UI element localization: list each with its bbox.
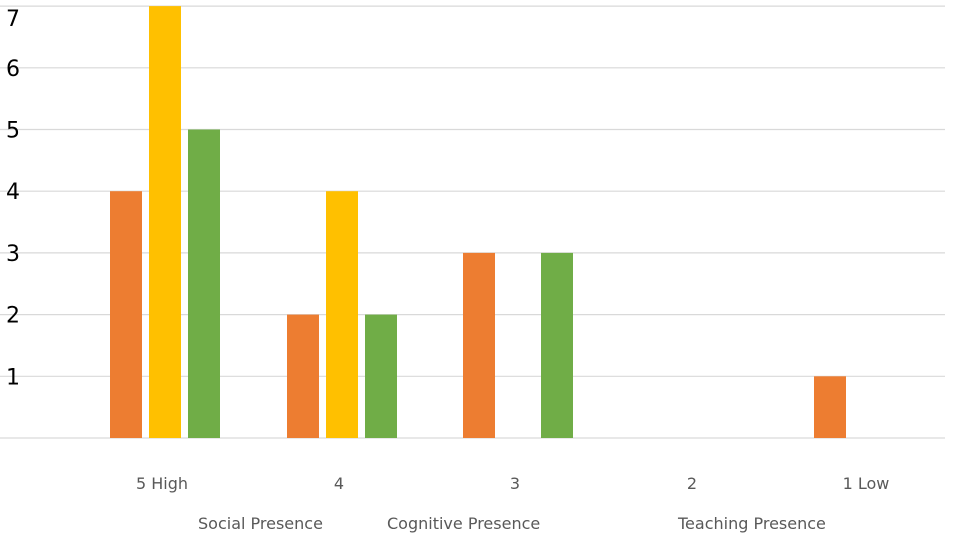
- bars: [110, 6, 846, 438]
- legend-entry-teaching-presence: Teaching Presence: [677, 514, 826, 533]
- bar-cognitive-presence-0: [149, 6, 181, 438]
- bar-cognitive-presence-1: [326, 191, 358, 438]
- y-tick-label: 4: [6, 180, 20, 205]
- y-tick-label: 5: [6, 119, 20, 144]
- bar-social-presence-2: [463, 252, 495, 438]
- bar-social-presence-1: [287, 314, 319, 438]
- y-tick-label: 6: [6, 57, 20, 82]
- bar-teaching-presence-1: [365, 314, 397, 438]
- bar-social-presence-4: [814, 376, 846, 438]
- x-tick-label: 5 High: [136, 474, 188, 493]
- legend: Social Presence Cognitive Presence Teachin…: [198, 514, 826, 533]
- x-axis-tick-labels: 5 High 4 3 2 1 Low: [136, 474, 889, 493]
- y-tick-label: 1: [6, 365, 20, 390]
- y-axis-tick-labels: 1 2 3 4 5 6 7: [6, 7, 20, 390]
- y-tick-label: 7: [6, 7, 20, 32]
- x-tick-label: 3: [510, 474, 520, 493]
- legend-entry-cognitive-presence: Cognitive Presence: [387, 514, 540, 533]
- y-tick-label: 2: [6, 304, 20, 329]
- legend-entry-social-presence: Social Presence: [198, 514, 323, 533]
- x-tick-label: 2: [687, 474, 697, 493]
- x-tick-label: 4: [334, 474, 344, 493]
- bar-teaching-presence-0: [188, 129, 220, 438]
- x-tick-label: 1 Low: [843, 474, 890, 493]
- bar-social-presence-0: [110, 191, 142, 438]
- bar-teaching-presence-2: [541, 252, 573, 438]
- y-tick-label: 3: [6, 242, 20, 267]
